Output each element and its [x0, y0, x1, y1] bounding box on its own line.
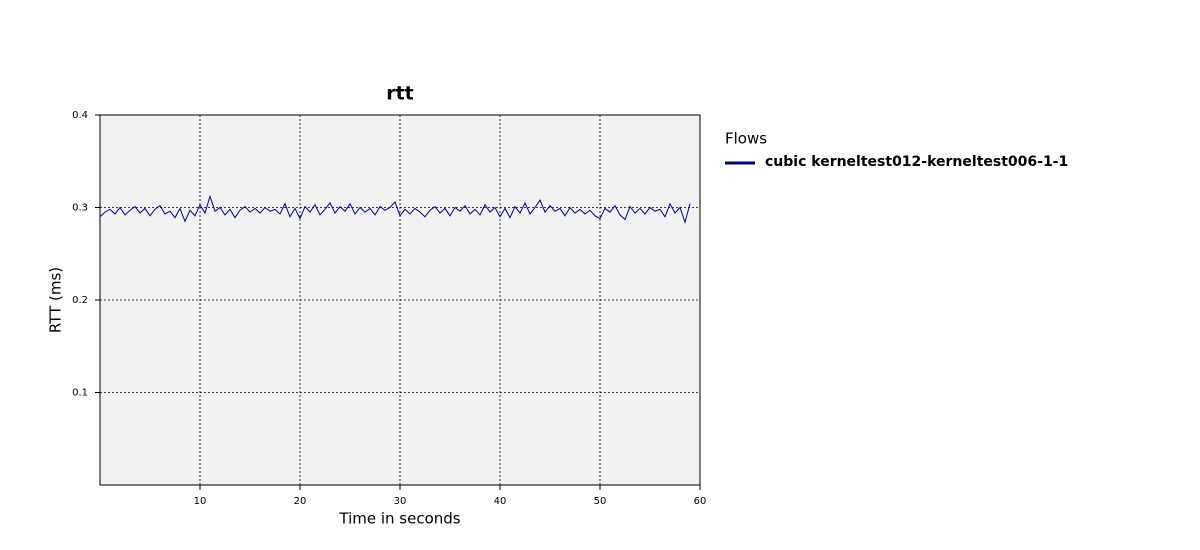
- x-tick-label: 20: [294, 496, 307, 507]
- chart-title: rtt: [386, 83, 414, 105]
- x-tick-label: 50: [594, 496, 607, 507]
- y-tick-label: 0.2: [72, 295, 88, 306]
- legend-label: cubic kerneltest012-kerneltest006-1-1: [765, 154, 1068, 170]
- plot-border: [99, 114, 701, 486]
- x-tick-label: 10: [194, 496, 207, 507]
- legend-title: Flows: [725, 130, 767, 148]
- y-tick-label: 0.3: [72, 203, 88, 214]
- y-axis-label: RTT (ms): [47, 267, 65, 333]
- x-tick-label: 60: [694, 496, 707, 507]
- y-tick-label: 0.4: [72, 110, 88, 121]
- x-tick-label: 40: [494, 496, 507, 507]
- line-series: [99, 194, 691, 225]
- y-tick-label: 0.1: [72, 388, 88, 399]
- x-tick-label: 30: [394, 496, 407, 507]
- x-axis-label: Time in seconds: [338, 510, 460, 528]
